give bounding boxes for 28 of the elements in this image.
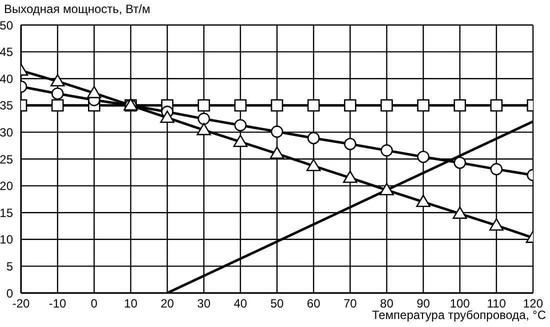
x-tick-label: 90 [416, 296, 430, 311]
x-tick-label: 30 [197, 296, 211, 311]
x-tick-label: 20 [160, 296, 174, 311]
y-tick-label: 25 [0, 152, 14, 166]
x-tick-label: 10 [124, 296, 138, 311]
y-tick-label: 10 [0, 232, 14, 247]
x-tick-label: -10 [48, 296, 67, 311]
x-tick-label: 50 [270, 296, 284, 311]
x-tick-label: 60 [306, 296, 321, 311]
x-tick-label: 120 [522, 296, 544, 311]
y-tick-label: 40 [0, 72, 14, 86]
y-axis-title: Выходная мощность, Вт/м [4, 2, 150, 16]
y-tick-label: 45 [0, 45, 14, 60]
x-tick-label: 80 [380, 296, 394, 311]
y-tick-label: 5 [6, 259, 14, 274]
x-tick-label: 100 [450, 296, 470, 311]
y-tick-label: 35 [0, 98, 14, 113]
x-tick-label: 40 [234, 296, 248, 311]
x-axis-title: Температура трубопровода, °C [372, 308, 546, 322]
x-tick-label: -20 [12, 296, 30, 311]
x-tick-label: 70 [343, 296, 358, 311]
y-tick-label: 20 [0, 179, 14, 194]
y-tick-label: 0 [6, 286, 14, 300]
y-tick-label: 50 [0, 18, 14, 32]
x-tick-label: 0 [90, 296, 98, 311]
y-tick-label: 15 [0, 206, 14, 220]
x-tick-label: 110 [486, 296, 506, 311]
y-tick-label: 30 [0, 125, 14, 140]
